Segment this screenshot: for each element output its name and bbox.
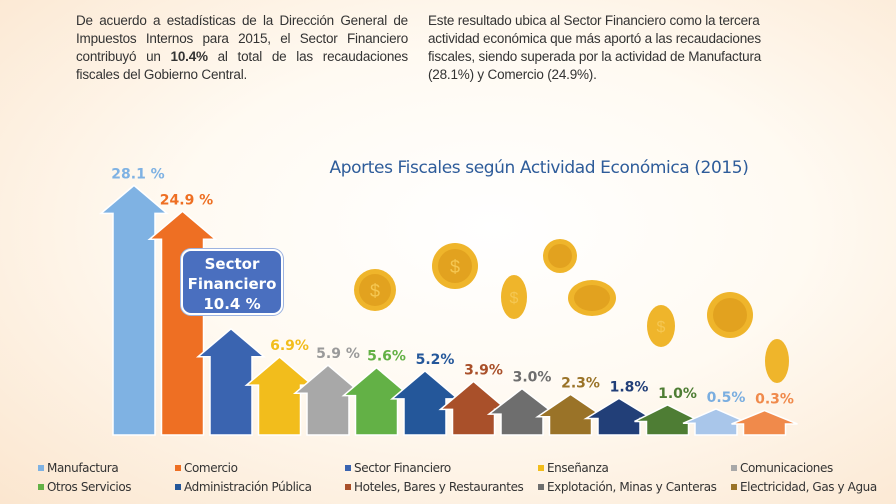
legend-label: Electricidad, Gas y Agua bbox=[740, 480, 877, 494]
arrow-bar-5 bbox=[292, 364, 364, 436]
data-label: 1.8% bbox=[610, 379, 649, 395]
intro-text: De acuerdo a estadísticas de la Direcció… bbox=[76, 13, 408, 64]
data-label: 5.6% bbox=[367, 349, 406, 365]
chart-title: Aportes Fiscales según Actividad Económi… bbox=[329, 158, 749, 178]
callout-value: 10.4 % bbox=[203, 295, 261, 313]
legend-swatch bbox=[175, 465, 181, 471]
sector-financiero-callout: Sector Financiero 10.4 % bbox=[181, 249, 283, 315]
coin-icon bbox=[707, 292, 753, 338]
arrow-bar-2 bbox=[147, 210, 218, 436]
svg-text:$: $ bbox=[510, 290, 519, 307]
legend-item: Manufactura bbox=[38, 461, 175, 475]
coin-icon bbox=[568, 280, 616, 316]
data-label: 5.2% bbox=[416, 352, 455, 368]
svg-text:$: $ bbox=[450, 257, 460, 277]
legend-label: Hoteles, Bares y Restaurantes bbox=[354, 480, 524, 494]
legend-item: Hoteles, Bares y Restaurantes bbox=[345, 480, 538, 494]
legend-swatch bbox=[38, 484, 44, 490]
legend: Manufactura Comercio Sector Financiero Ense… bbox=[38, 461, 896, 494]
intro-paragraph-right: Este resultado ubica al Sector Financier… bbox=[428, 13, 762, 82]
data-label: 6.9% bbox=[270, 338, 309, 354]
svg-text:$: $ bbox=[370, 281, 380, 301]
legend-item: Sector Financiero bbox=[345, 461, 538, 475]
legend-label: Otros Servicios bbox=[47, 480, 132, 494]
coin-icon bbox=[765, 339, 789, 383]
callout-line: Financiero bbox=[187, 275, 277, 293]
legend-label: Comercio bbox=[184, 461, 238, 475]
legend-item: Explotación, Minas y Canteras bbox=[538, 480, 731, 494]
legend-swatch bbox=[175, 484, 181, 490]
arrow-bar-11 bbox=[583, 397, 655, 436]
data-label: 2.3% bbox=[561, 375, 600, 391]
data-label: 1.0% bbox=[658, 386, 697, 402]
data-label: 0.5% bbox=[707, 390, 746, 406]
legend-item: Enseñanza bbox=[538, 461, 731, 475]
data-label: 28.1 % bbox=[111, 166, 164, 182]
data-label: 0.3% bbox=[755, 392, 794, 408]
intro-paragraph-left: De acuerdo a estadísticas de la Direcció… bbox=[76, 12, 408, 84]
legend-item: Electricidad, Gas y Agua bbox=[731, 480, 896, 494]
data-label: 3.9% bbox=[464, 362, 503, 378]
legend-label: Comunicaciones bbox=[740, 461, 833, 475]
callout-line: Sector bbox=[204, 255, 260, 273]
svg-text:$: $ bbox=[657, 319, 666, 336]
legend-label: Manufactura bbox=[47, 461, 119, 475]
data-label: 3.0% bbox=[513, 370, 552, 386]
legend-label: Sector Financiero bbox=[354, 461, 451, 475]
legend-item: Comunicaciones bbox=[731, 461, 896, 475]
arrow-bar-3 bbox=[195, 327, 267, 436]
data-label: 5.9 % bbox=[316, 346, 360, 362]
legend-item: Otros Servicios bbox=[38, 480, 175, 494]
legend-item: Administración Pública bbox=[175, 480, 345, 494]
arrow-bar-4 bbox=[244, 356, 315, 436]
coin-icon: $ bbox=[354, 269, 396, 311]
legend-item: Comercio bbox=[175, 461, 345, 475]
highlight-value: 10.4% bbox=[170, 49, 208, 64]
legend-label: Explotación, Minas y Canteras bbox=[547, 480, 717, 494]
arrow-bar-6 bbox=[341, 366, 412, 436]
legend-swatch bbox=[538, 465, 544, 471]
legend-swatch bbox=[38, 465, 44, 471]
legend-swatch bbox=[538, 484, 544, 490]
coin-icon bbox=[543, 239, 577, 273]
legend-label: Administración Pública bbox=[184, 480, 312, 494]
legend-swatch bbox=[731, 465, 737, 471]
intro-text: al total de las recaudaciones fiscales d… bbox=[76, 49, 408, 82]
legend-label: Enseñanza bbox=[547, 461, 609, 475]
coins-decoration: $ $ $ $ bbox=[354, 239, 789, 383]
data-label: 24.9 % bbox=[160, 192, 213, 208]
legend-swatch bbox=[345, 484, 351, 490]
legend-swatch bbox=[345, 465, 351, 471]
coin-icon: $ bbox=[432, 243, 478, 289]
arrow-bar-1 bbox=[98, 184, 170, 436]
coin-icon: $ bbox=[647, 305, 675, 347]
arrow-bar-14 bbox=[731, 409, 798, 436]
coin-icon: $ bbox=[501, 275, 527, 319]
legend-swatch bbox=[731, 484, 737, 490]
